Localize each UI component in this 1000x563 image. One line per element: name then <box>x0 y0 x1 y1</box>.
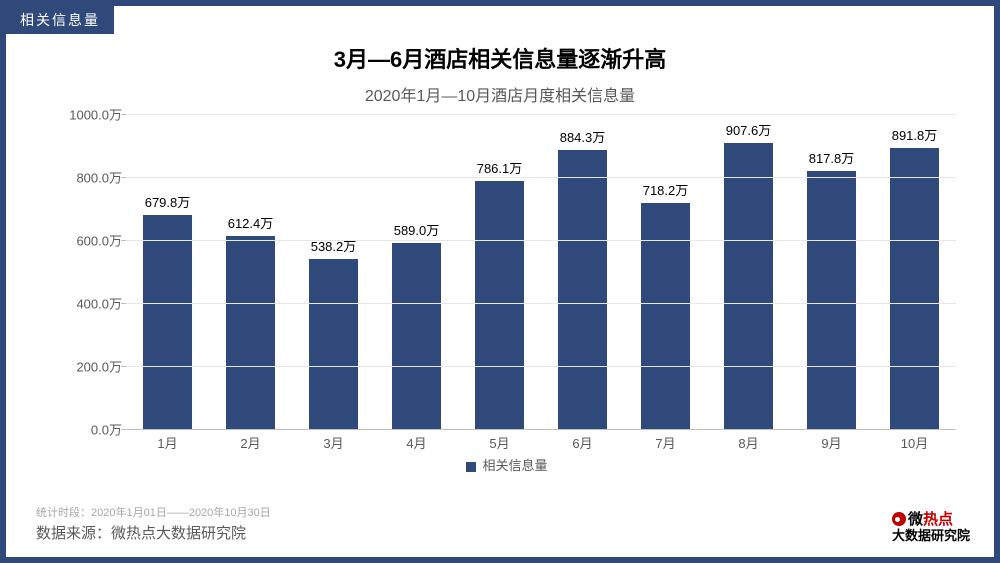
brand-text-red: 热点 <box>923 511 953 528</box>
bar: 612.4万 <box>226 236 274 429</box>
bar: 538.2万 <box>309 259 357 429</box>
data-source: 数据来源：微热点大数据研究院 <box>36 522 271 543</box>
plot-area: 679.8万 612.4万 538.2万 589.0万 786.1万 884.3万 718.… <box>126 114 956 430</box>
gridline <box>126 114 956 115</box>
bar: 891.8万 <box>890 148 938 429</box>
bar-slot: 907.6万 <box>707 114 790 429</box>
brand-top-line: 微热点 <box>892 512 970 529</box>
section-badge: 相关信息量 <box>6 6 114 34</box>
x-tick-label: 2月 <box>209 433 292 452</box>
x-tick-label: 1月 <box>126 433 209 452</box>
x-tick-label: 5月 <box>458 433 541 452</box>
x-tick-label: 7月 <box>624 433 707 452</box>
x-tick-label: 9月 <box>790 433 873 452</box>
x-tick-label: 10月 <box>873 433 956 452</box>
bar-value-label: 679.8万 <box>145 192 191 211</box>
y-tick-label: 200.0万 <box>62 357 122 376</box>
legend-label: 相关信息量 <box>482 458 547 473</box>
bar-slot: 679.8万 <box>126 114 209 429</box>
gridline <box>126 177 956 178</box>
stats-period: 统计时段：2020年1月01日——2020年10月30日 <box>36 504 271 520</box>
bar-value-label: 817.8万 <box>809 148 855 167</box>
y-tick-label: 400.0万 <box>62 294 122 313</box>
bar-chart: 679.8万 612.4万 538.2万 589.0万 786.1万 884.3万 718.… <box>58 114 956 474</box>
bar: 884.3万 <box>558 150 606 429</box>
bar-value-label: 786.1万 <box>477 158 523 177</box>
bar-slot: 891.8万 <box>873 114 956 429</box>
y-tick-label: 1000.0万 <box>62 105 122 124</box>
bar-slot: 884.3万 <box>541 114 624 429</box>
bar: 817.8万 <box>807 171 855 429</box>
gridline <box>126 429 956 430</box>
page-frame: 相关信息量 3月—6月酒店相关信息量逐渐升高 2020年1月—10月酒店月度相关… <box>0 0 1000 563</box>
chart-title: 3月—6月酒店相关信息量逐渐升高 <box>6 42 994 74</box>
brand-logo: 微热点 大数据研究院 <box>892 512 970 543</box>
x-tick-label: 3月 <box>292 433 375 452</box>
bar-slot: 817.8万 <box>790 114 873 429</box>
y-tick-label: 0.0万 <box>62 420 122 439</box>
bar-slot: 612.4万 <box>209 114 292 429</box>
brand-bottom-line: 大数据研究院 <box>892 529 970 543</box>
bar-slot: 589.0万 <box>375 114 458 429</box>
bar: 786.1万 <box>475 181 523 429</box>
bar-value-label: 891.8万 <box>892 125 938 144</box>
bar-value-label: 718.2万 <box>643 180 689 199</box>
legend-swatch <box>466 462 476 472</box>
source-name: 微热点大数据研究院 <box>111 525 246 542</box>
brand-text-black: 微 <box>908 511 923 528</box>
bar: 679.8万 <box>143 215 191 429</box>
bar-slot: 538.2万 <box>292 114 375 429</box>
bar-value-label: 612.4万 <box>228 213 274 232</box>
bar: 718.2万 <box>641 203 689 429</box>
legend: 相关信息量 <box>58 455 956 474</box>
bar: 589.0万 <box>392 243 440 429</box>
bar-value-label: 884.3万 <box>560 127 606 146</box>
x-tick-label: 4月 <box>375 433 458 452</box>
gridline <box>126 303 956 304</box>
chart-subtitle: 2020年1月—10月酒店月度相关信息量 <box>6 82 994 106</box>
source-prefix: 数据来源： <box>36 525 111 542</box>
bar-slot: 718.2万 <box>624 114 707 429</box>
footer: 统计时段：2020年1月01日——2020年10月30日 数据来源：微热点大数据… <box>36 504 271 543</box>
y-tick-label: 600.0万 <box>62 231 122 250</box>
bar-value-label: 907.6万 <box>726 120 772 139</box>
x-tick-label: 6月 <box>541 433 624 452</box>
gridline <box>126 240 956 241</box>
gridline <box>126 366 956 367</box>
bar-value-label: 589.0万 <box>394 220 440 239</box>
x-axis-labels: 1月2月3月4月5月6月7月8月9月10月 <box>126 433 956 452</box>
x-tick-label: 8月 <box>707 433 790 452</box>
bar-slot: 786.1万 <box>458 114 541 429</box>
bar: 907.6万 <box>724 143 772 429</box>
brand-icon <box>892 512 906 526</box>
y-tick-label: 800.0万 <box>62 168 122 187</box>
bars-container: 679.8万 612.4万 538.2万 589.0万 786.1万 884.3万 718.… <box>126 114 956 429</box>
